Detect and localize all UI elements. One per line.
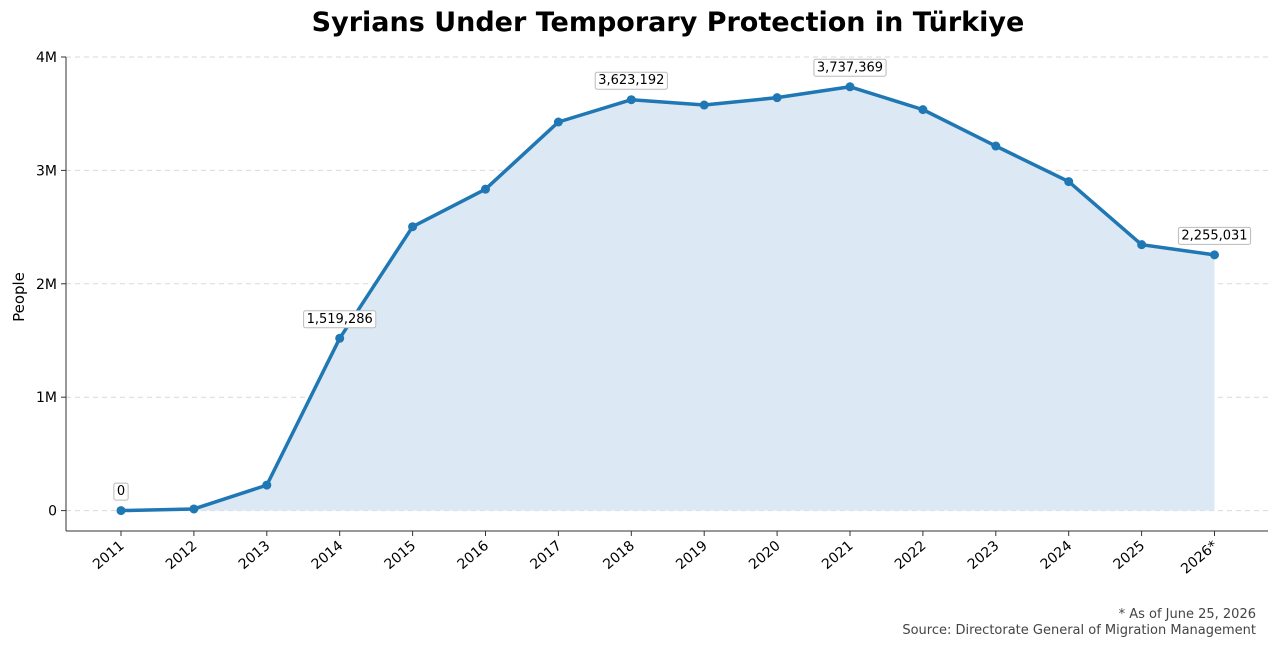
y-axis-label: People — [10, 272, 28, 322]
data-point — [116, 506, 126, 516]
area-fill-layer — [121, 86, 1215, 511]
data-point — [918, 105, 928, 115]
data-label-box — [813, 58, 887, 77]
x-tick-label: 2012 — [163, 538, 201, 573]
data-label-text: 3,737,369 — [817, 60, 883, 75]
x-tick-label: 2020 — [746, 538, 784, 573]
area-fill — [121, 86, 1215, 511]
series-line — [119, 85, 1217, 513]
data-point — [772, 93, 782, 103]
data-label-text: 0 — [117, 484, 125, 499]
x-tick-label: 2014 — [309, 538, 347, 573]
x-tick-label: 2022 — [892, 538, 930, 573]
x-tick-label: 2021 — [819, 538, 857, 573]
x-tick-label: 2023 — [965, 538, 1003, 573]
y-tick-label: 3M — [36, 163, 57, 179]
data-labels: 0 1,519,286 3,623,192 3,737,369 2,255,031 — [113, 58, 1252, 501]
y-tick-label: 1M — [36, 390, 57, 406]
data-label-box — [1177, 226, 1252, 245]
y-tick-label: 4M — [36, 50, 57, 66]
data-label: 0 — [113, 482, 129, 501]
data-label-box — [594, 71, 668, 90]
x-tick-label: 2015 — [382, 538, 420, 573]
x-tick-label: 2025 — [1111, 538, 1149, 573]
data-points — [116, 82, 1219, 516]
data-point — [335, 333, 345, 343]
data-point — [991, 141, 1001, 151]
data-point — [189, 504, 199, 514]
footnote-date: * As of June 25, 2026 — [1119, 607, 1256, 622]
data-label: 3,737,369 — [813, 58, 887, 77]
x-tick-label: 2011 — [90, 538, 128, 573]
data-point — [553, 117, 563, 127]
data-point — [845, 82, 855, 92]
data-label-text: 1,519,286 — [307, 312, 373, 327]
x-tick-label: 2026* — [1178, 538, 1221, 578]
x-tick-label: 2024 — [1038, 538, 1076, 573]
data-point — [408, 222, 418, 232]
x-tick-label: 2016 — [454, 538, 492, 573]
data-point — [262, 480, 272, 490]
data-label: 1,519,286 — [303, 310, 377, 329]
y-tick-label: 0 — [48, 504, 57, 520]
x-tick-label: 2019 — [673, 538, 711, 573]
data-point — [1137, 240, 1147, 250]
data-point — [1064, 177, 1074, 187]
data-point — [626, 95, 636, 105]
footnote-source: Source: Directorate General of Migration… — [902, 623, 1256, 638]
chart-title: Syrians Under Temporary Protection in Tü… — [312, 7, 1025, 38]
x-tick-label: 2018 — [600, 538, 638, 573]
data-label-text: 3,623,192 — [598, 73, 664, 88]
data-point — [1210, 250, 1219, 260]
data-label-box — [113, 482, 129, 501]
x-tick-label: 2017 — [527, 538, 565, 573]
data-point — [481, 184, 490, 194]
y-tick-label: 2M — [36, 277, 57, 293]
data-point — [699, 100, 709, 110]
x-tick-label: 2013 — [236, 538, 274, 573]
data-label-text: 2,255,031 — [1181, 228, 1247, 243]
series-line-layer — [119, 85, 1217, 513]
data-label: 3,623,192 — [594, 71, 668, 90]
data-label: 2,255,031 — [1177, 226, 1252, 245]
data-label-box — [303, 310, 377, 329]
